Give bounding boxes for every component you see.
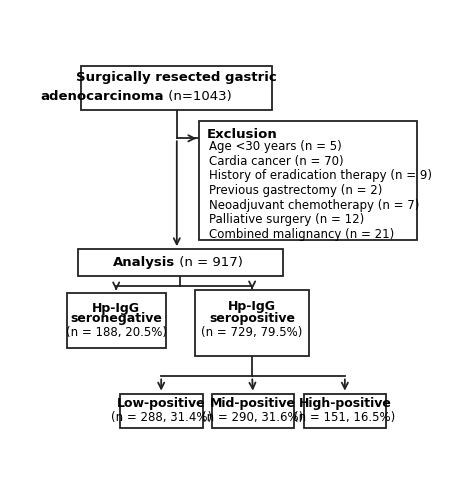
Text: (n = 729, 79.5%): (n = 729, 79.5%) [201, 326, 303, 339]
FancyBboxPatch shape [78, 249, 283, 276]
Text: Cardia cancer (n = 70): Cardia cancer (n = 70) [209, 155, 343, 168]
Text: (n = 917): (n = 917) [175, 256, 243, 269]
Text: (n = 290, 31.6%): (n = 290, 31.6%) [202, 411, 304, 424]
Text: Neoadjuvant chemotherapy (n = 7): Neoadjuvant chemotherapy (n = 7) [209, 198, 419, 212]
Text: adenocarcinoma: adenocarcinoma [40, 90, 164, 103]
FancyBboxPatch shape [66, 293, 166, 348]
Text: (n=1043): (n=1043) [164, 90, 232, 103]
Text: Combined malignancy (n = 21): Combined malignancy (n = 21) [209, 228, 394, 241]
Text: Previous gastrectomy (n = 2): Previous gastrectomy (n = 2) [209, 184, 382, 197]
Text: Low-positive: Low-positive [117, 397, 206, 410]
Text: seronegative: seronegative [70, 312, 162, 326]
Text: (n = 288, 31.4%): (n = 288, 31.4%) [110, 411, 212, 424]
Text: Surgically resected gastric: Surgically resected gastric [76, 71, 277, 84]
Text: History of eradication therapy (n = 9): History of eradication therapy (n = 9) [209, 169, 432, 182]
Text: (n = 151, 16.5%): (n = 151, 16.5%) [294, 411, 395, 424]
FancyBboxPatch shape [82, 66, 272, 110]
Text: seropositive: seropositive [209, 312, 295, 325]
Text: (n = 188, 20.5%): (n = 188, 20.5%) [66, 327, 167, 339]
Text: Palliative surgery (n = 12): Palliative surgery (n = 12) [209, 213, 364, 226]
Text: Exclusion: Exclusion [207, 128, 278, 141]
FancyBboxPatch shape [303, 393, 386, 428]
Text: Hp-IgG: Hp-IgG [228, 300, 276, 313]
FancyBboxPatch shape [199, 121, 418, 241]
Text: Hp-IgG: Hp-IgG [92, 302, 140, 315]
Text: Mid-positive: Mid-positive [210, 397, 296, 410]
Text: Analysis: Analysis [113, 256, 175, 269]
FancyBboxPatch shape [212, 393, 294, 428]
FancyBboxPatch shape [120, 393, 202, 428]
Text: Age <30 years (n = 5): Age <30 years (n = 5) [209, 140, 341, 153]
Text: High-positive: High-positive [299, 397, 392, 410]
FancyBboxPatch shape [195, 290, 309, 355]
